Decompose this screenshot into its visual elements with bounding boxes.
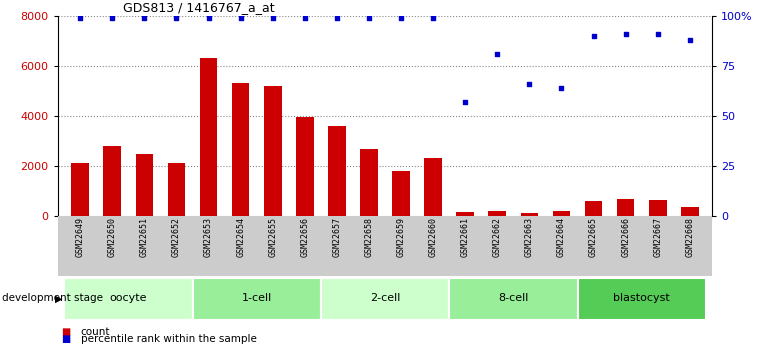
Point <box>363 15 375 20</box>
Point <box>588 33 600 38</box>
Bar <box>617 199 634 216</box>
Text: GDS813 / 1416767_a_at: GDS813 / 1416767_a_at <box>123 1 275 14</box>
Point <box>651 31 664 36</box>
Bar <box>321 278 449 320</box>
Bar <box>232 83 249 216</box>
Text: GSM22656: GSM22656 <box>300 217 310 257</box>
Bar <box>64 278 192 320</box>
Text: development stage: development stage <box>2 293 102 303</box>
Text: GSM22655: GSM22655 <box>268 217 277 257</box>
Point <box>524 81 536 86</box>
Text: GSM22662: GSM22662 <box>493 217 502 257</box>
Text: GSM22660: GSM22660 <box>429 217 437 257</box>
Point <box>427 15 439 20</box>
Point <box>235 15 247 20</box>
Text: 1-cell: 1-cell <box>242 293 272 303</box>
Text: GSM22653: GSM22653 <box>204 217 213 257</box>
Bar <box>328 126 346 216</box>
Text: ■: ■ <box>62 327 71 337</box>
Text: GSM22661: GSM22661 <box>460 217 470 257</box>
Bar <box>72 163 89 216</box>
Point <box>170 15 182 20</box>
Text: GSM22658: GSM22658 <box>364 217 373 257</box>
Point <box>555 85 567 90</box>
Text: 8-cell: 8-cell <box>498 293 528 303</box>
Text: GSM22649: GSM22649 <box>75 217 85 257</box>
Bar <box>681 207 698 216</box>
Point <box>266 15 279 20</box>
Text: count: count <box>81 327 110 337</box>
Text: GSM22652: GSM22652 <box>172 217 181 257</box>
Bar <box>584 201 602 216</box>
Bar <box>296 117 313 216</box>
Text: GSM22659: GSM22659 <box>397 217 406 257</box>
Point <box>203 15 215 20</box>
Point <box>491 51 504 56</box>
Bar <box>649 200 667 216</box>
Bar <box>392 171 410 216</box>
Bar <box>553 211 571 216</box>
Bar <box>457 213 474 216</box>
Bar <box>264 86 282 216</box>
Bar <box>424 158 442 216</box>
Bar <box>103 146 121 216</box>
Point <box>684 37 696 42</box>
Point <box>139 15 151 20</box>
Point <box>74 15 86 20</box>
Bar <box>199 58 217 216</box>
Bar <box>578 278 706 320</box>
Text: ■: ■ <box>62 334 71 344</box>
Text: GSM22654: GSM22654 <box>236 217 245 257</box>
Text: GSM22668: GSM22668 <box>685 217 695 257</box>
Text: 2-cell: 2-cell <box>370 293 400 303</box>
Point <box>459 99 471 104</box>
Point <box>106 15 119 20</box>
Point <box>299 15 311 20</box>
Bar <box>192 278 321 320</box>
Text: GSM22657: GSM22657 <box>333 217 341 257</box>
Bar <box>168 163 186 216</box>
Text: blastocyst: blastocyst <box>613 293 670 303</box>
Point <box>620 31 632 36</box>
Bar <box>449 278 578 320</box>
Bar <box>136 154 153 216</box>
Text: GSM22667: GSM22667 <box>653 217 662 257</box>
Text: GSM22666: GSM22666 <box>621 217 630 257</box>
Text: GSM22664: GSM22664 <box>557 217 566 257</box>
Point <box>395 15 407 20</box>
Bar <box>488 210 506 216</box>
Text: ▶: ▶ <box>55 293 63 303</box>
Bar <box>360 149 378 216</box>
Text: percentile rank within the sample: percentile rank within the sample <box>81 334 256 344</box>
Point <box>331 15 343 20</box>
Text: GSM22665: GSM22665 <box>589 217 598 257</box>
Text: GSM22651: GSM22651 <box>140 217 149 257</box>
Text: GSM22650: GSM22650 <box>108 217 117 257</box>
Bar <box>521 213 538 216</box>
Text: GSM22663: GSM22663 <box>525 217 534 257</box>
Text: oocyte: oocyte <box>109 293 147 303</box>
